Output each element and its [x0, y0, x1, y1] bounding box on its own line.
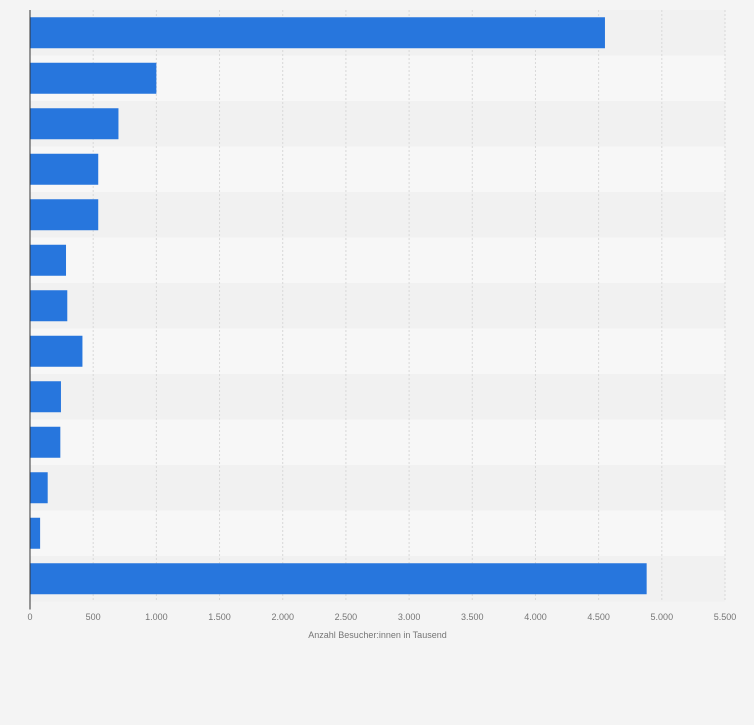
row-band: [30, 146, 725, 192]
x-tick-label: 5.500: [714, 612, 737, 622]
row-band: [30, 283, 725, 329]
row-band: [30, 192, 725, 238]
bar: [30, 335, 83, 367]
x-tick-label: 1.000: [145, 612, 168, 622]
bar: [30, 244, 67, 276]
bar: [30, 62, 157, 94]
bar: [30, 108, 119, 140]
bar: [30, 153, 99, 185]
x-tick-label: 1.500: [208, 612, 231, 622]
row-band: [30, 465, 725, 511]
x-axis-label: Anzahl Besucher:innen in Tausend: [308, 630, 446, 640]
bar: [30, 17, 605, 49]
bar: [30, 517, 41, 549]
x-tick-label: 5.000: [651, 612, 674, 622]
x-tick-label: 500: [86, 612, 101, 622]
row-band: [30, 328, 725, 374]
x-tick-label: 0: [27, 612, 32, 622]
gridlines: [92, 10, 726, 602]
x-tick-labels: 0 500 1.000 1.500 2.000 2.500 3.000 3.500 4.000 4…: [27, 612, 736, 622]
x-tick-label: 3.500: [461, 612, 484, 622]
bar: [30, 472, 48, 504]
row-band: [30, 419, 725, 465]
x-tick-label: 2.000: [271, 612, 294, 622]
bar: [30, 199, 99, 231]
bar: [30, 563, 647, 595]
bars: [30, 17, 647, 595]
row-band: [30, 101, 725, 147]
row-bands: [30, 10, 725, 602]
x-tick-label: 2.500: [335, 612, 358, 622]
bar: [30, 381, 61, 413]
x-tick-label: 4.500: [587, 612, 610, 622]
x-tick-label: 4.000: [524, 612, 547, 622]
bar: [30, 426, 61, 458]
row-band: [30, 510, 725, 556]
row-band: [30, 237, 725, 283]
row-band: [30, 374, 725, 420]
x-tick-label: 3.000: [398, 612, 421, 622]
bar: [30, 290, 68, 322]
